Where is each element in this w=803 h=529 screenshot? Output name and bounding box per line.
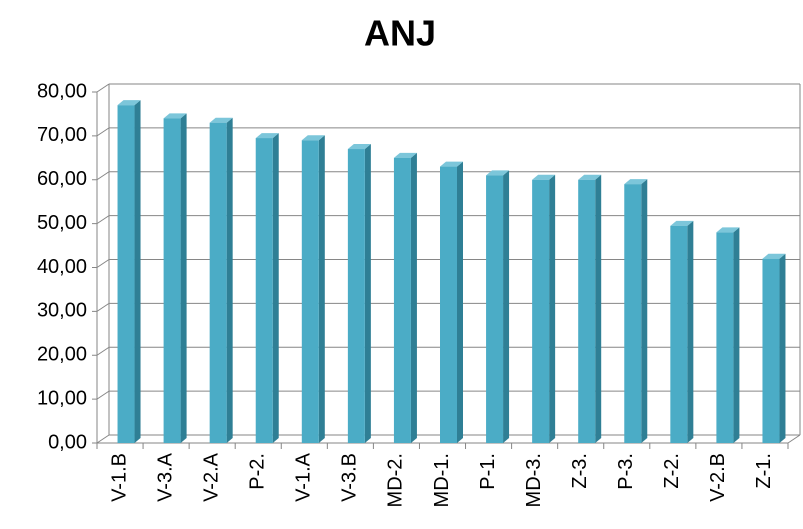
bar-top — [255, 133, 279, 139]
bar-side — [318, 135, 325, 443]
bar — [209, 122, 227, 444]
y-tick-label: 60,00 — [37, 168, 87, 190]
y-tick-label: 30,00 — [37, 300, 87, 322]
bar — [301, 140, 319, 443]
x-tick-label: MD-2. — [385, 453, 407, 507]
bar-top — [762, 253, 786, 259]
grid-line — [96, 346, 110, 356]
x-tick-label: V-2.A — [200, 452, 222, 502]
bar — [578, 179, 596, 443]
bar — [393, 157, 411, 443]
x-tick-label: P-1. — [477, 453, 499, 490]
x-tick-label: MD-1. — [431, 453, 453, 507]
y-tick-label: 70,00 — [37, 124, 87, 146]
x-tick-label: V-2.B — [707, 453, 729, 502]
bar-side — [180, 113, 187, 443]
x-tick-label: V-1.A — [293, 452, 315, 502]
bar — [762, 258, 780, 443]
axis-line — [787, 434, 801, 444]
bar-side — [457, 161, 463, 443]
bar-top — [347, 144, 371, 150]
bar-side — [503, 170, 510, 444]
bar-top — [486, 170, 510, 176]
grid-line — [96, 390, 110, 400]
x-tick-label: MD-3. — [523, 453, 545, 507]
bar — [347, 149, 365, 443]
y-tick-label: 50,00 — [37, 212, 87, 234]
bar-side — [549, 174, 556, 443]
bar — [255, 138, 273, 443]
bar-side — [641, 179, 648, 443]
bar — [440, 166, 457, 443]
bar-side — [595, 174, 602, 443]
x-tick-label: Z-1. — [753, 453, 775, 489]
grid-line — [96, 302, 110, 312]
x-tick-label: V-3.B — [339, 453, 361, 502]
y-tick-label: 80,00 — [37, 80, 87, 102]
grid-line — [96, 127, 110, 137]
bar-side — [733, 227, 740, 443]
grid-line — [96, 434, 110, 444]
bar-top — [670, 220, 694, 226]
bar-top — [578, 174, 602, 180]
bar — [532, 179, 550, 443]
bar — [670, 225, 688, 443]
bar-top — [209, 117, 233, 123]
bar — [117, 105, 135, 443]
bar-side — [410, 152, 417, 443]
bar-top — [301, 135, 325, 141]
grid-line — [96, 259, 110, 268]
bar-side — [779, 253, 786, 443]
y-tick-label: 10,00 — [37, 387, 87, 409]
y-tick-label: 40,00 — [37, 256, 87, 278]
bar-side — [272, 133, 279, 443]
x-tick-label: P-2. — [247, 453, 269, 490]
x-tick-label: V-1.B — [108, 453, 130, 502]
x-tick-label: V-3.A — [154, 452, 176, 502]
x-tick-label: Z-2. — [661, 453, 683, 489]
bar-top — [393, 152, 417, 158]
bar — [163, 118, 181, 443]
x-tick-label: P-3. — [615, 453, 637, 490]
bar-top — [163, 113, 187, 119]
bar-top — [440, 161, 463, 167]
y-tick-label: 20,00 — [37, 344, 87, 366]
grid-line — [96, 171, 110, 181]
bar-side — [687, 220, 694, 443]
x-tick-label: Z-3. — [569, 453, 591, 489]
bar-top — [532, 174, 556, 180]
grid-line — [96, 83, 110, 93]
bar-side — [364, 144, 371, 443]
y-tick-label: 0,00 — [48, 431, 87, 453]
bar — [624, 184, 642, 443]
bar-side — [134, 100, 141, 443]
bar-top — [716, 227, 740, 233]
bar — [486, 175, 504, 444]
bar — [716, 232, 734, 443]
bar-top — [117, 100, 141, 106]
grid-line — [96, 215, 110, 225]
chart-title: ANJ — [364, 13, 436, 54]
bar-top — [624, 179, 648, 185]
bar-side — [226, 117, 233, 444]
